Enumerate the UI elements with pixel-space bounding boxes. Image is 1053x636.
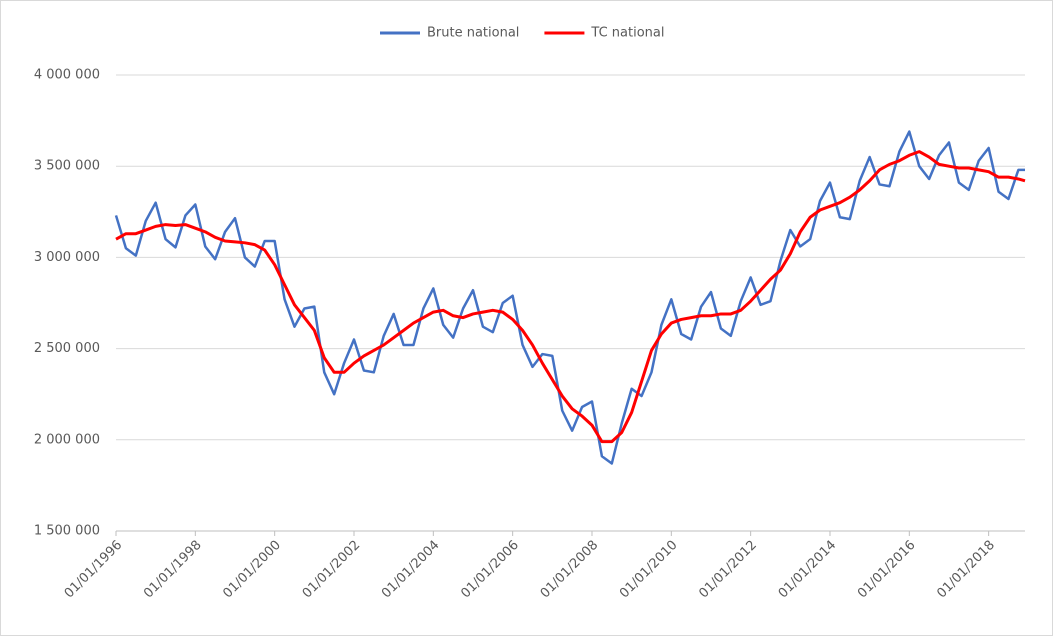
y-tick-label: 1 500 000 [34,524,100,539]
y-tick-label: 3 000 000 [34,250,100,265]
y-tick-label: 4 000 000 [34,68,100,83]
y-tick-label: 3 500 000 [34,159,100,174]
legend-label: Brute national [427,26,519,41]
line-series [115,150,1026,444]
y-tick-label: 2 500 000 [34,341,100,356]
y-tick-label: 2 000 000 [34,432,100,447]
legend-label: TC national [590,26,664,41]
